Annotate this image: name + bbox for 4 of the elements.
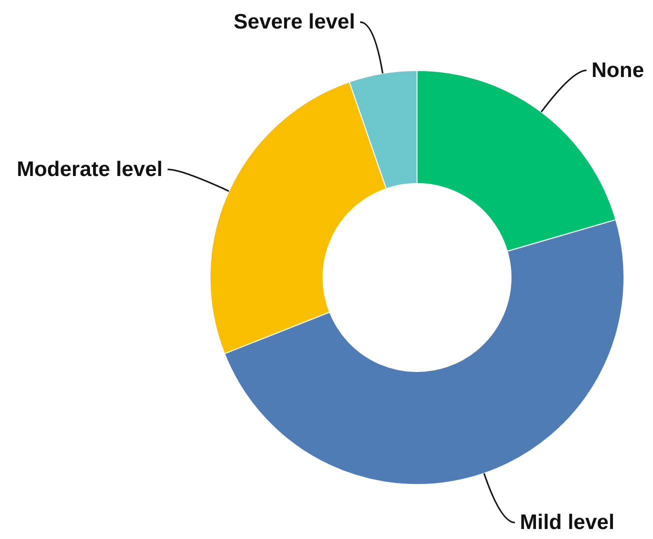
slice-label: Moderate level	[16, 158, 163, 181]
slice-label: Mild level	[520, 511, 614, 534]
slice-label: Severe level	[234, 10, 356, 34]
slice-label: None	[592, 58, 644, 82]
